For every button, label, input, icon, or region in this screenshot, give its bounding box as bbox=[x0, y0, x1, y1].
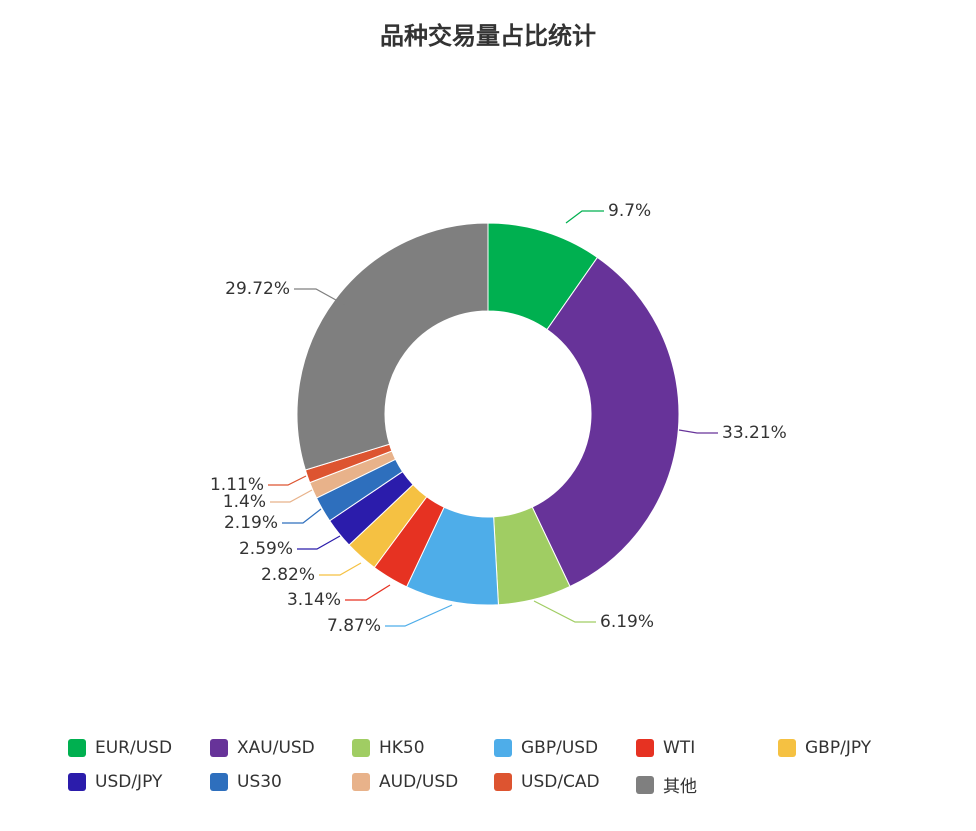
legend-label: AUD/USD bbox=[379, 772, 459, 792]
leader-line bbox=[294, 288, 346, 306]
legend-swatch bbox=[494, 773, 512, 791]
leader-line bbox=[268, 475, 307, 486]
legend-item[interactable]: GBP/JPY bbox=[778, 738, 871, 758]
legend-item[interactable]: US30 bbox=[210, 772, 282, 792]
legend-label: GBP/USD bbox=[521, 738, 599, 758]
data-label: 2.82% bbox=[261, 565, 315, 585]
leader-line bbox=[678, 429, 718, 434]
legend-item[interactable]: WTI bbox=[636, 738, 695, 758]
legend-item[interactable]: HK50 bbox=[352, 738, 425, 758]
legend-swatch bbox=[210, 739, 228, 757]
data-label: 7.87% bbox=[327, 616, 381, 636]
leader-line bbox=[385, 604, 453, 627]
data-label: 1.4% bbox=[223, 492, 266, 512]
slice-other[interactable] bbox=[296, 222, 489, 471]
data-label: 2.19% bbox=[224, 513, 278, 533]
legend-swatch bbox=[352, 773, 370, 791]
legend-label: USD/CAD bbox=[521, 772, 600, 792]
leader-line bbox=[319, 562, 362, 576]
legend-swatch bbox=[636, 739, 654, 757]
legend-item[interactable]: GBP/USD bbox=[494, 738, 598, 758]
legend-swatch bbox=[494, 739, 512, 757]
legend-swatch bbox=[68, 739, 86, 757]
legend-swatch bbox=[210, 773, 228, 791]
data-label: 2.59% bbox=[239, 539, 293, 559]
legend-swatch bbox=[352, 739, 370, 757]
leader-line bbox=[345, 584, 391, 601]
chart-title: 品种交易量占比统计 bbox=[380, 22, 596, 50]
leader-line bbox=[270, 489, 313, 503]
donut-chart: 9.7% 33.21% 6.19% 7.87% 3.14% 2.82% 2.59% 2.19%… bbox=[210, 201, 787, 636]
slices-layer bbox=[296, 222, 680, 606]
legend-item[interactable]: USD/JPY bbox=[68, 772, 162, 792]
leader-line bbox=[565, 210, 604, 224]
legend-item[interactable]: XAU/USD bbox=[210, 738, 315, 758]
legend-item[interactable]: 其他 bbox=[636, 772, 697, 797]
legend-item[interactable]: EUR/USD bbox=[68, 738, 172, 758]
legend-label: WTI bbox=[663, 738, 696, 758]
data-label: 9.7% bbox=[608, 201, 651, 221]
legend-label: EUR/USD bbox=[95, 738, 173, 758]
data-label: 33.21% bbox=[722, 423, 787, 443]
legend-label: USD/JPY bbox=[95, 772, 163, 792]
legend-swatch bbox=[778, 739, 796, 757]
legend-label: 其他 bbox=[663, 777, 697, 797]
data-label: 3.14% bbox=[287, 590, 341, 610]
data-label: 6.19% bbox=[600, 612, 654, 632]
slice-xau-usd[interactable] bbox=[531, 256, 680, 588]
legend-label: HK50 bbox=[379, 738, 425, 758]
legend-label: GBP/JPY bbox=[805, 738, 872, 758]
labels-layer: 9.7% 33.21% 6.19% 7.87% 3.14% 2.82% 2.59% 2.19%… bbox=[210, 201, 787, 636]
data-label: 1.11% bbox=[210, 475, 264, 495]
legend-label: XAU/USD bbox=[237, 738, 315, 758]
legend-item[interactable]: USD/CAD bbox=[494, 772, 600, 792]
data-label: 29.72% bbox=[225, 279, 290, 299]
legend-swatch bbox=[68, 773, 86, 791]
legend-swatch bbox=[636, 775, 654, 794]
leader-line bbox=[297, 535, 341, 550]
legend-item[interactable]: AUD/USD bbox=[352, 772, 458, 792]
leader-line bbox=[282, 508, 322, 524]
leader-line bbox=[533, 600, 596, 623]
legend-label: US30 bbox=[237, 772, 282, 792]
